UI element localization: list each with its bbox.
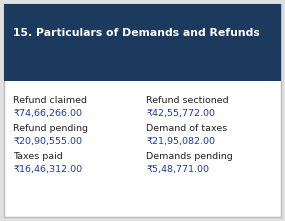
Text: ₹74,66,266.00: ₹74,66,266.00 [13,109,82,118]
Text: ₹21,95,082.00: ₹21,95,082.00 [146,137,215,146]
Text: 15. Particulars of Demands and Refunds: 15. Particulars of Demands and Refunds [13,28,260,38]
Text: ₹20,90,555.00: ₹20,90,555.00 [13,137,82,146]
Text: Taxes paid: Taxes paid [13,152,63,161]
Text: ₹42,55,772.00: ₹42,55,772.00 [146,109,215,118]
Text: Demands pending: Demands pending [146,152,233,161]
Text: Refund pending: Refund pending [13,124,88,133]
Text: Refund claimed: Refund claimed [13,96,87,105]
Text: ₹16,46,312.00: ₹16,46,312.00 [13,165,82,174]
Text: Refund sectioned: Refund sectioned [146,96,229,105]
Bar [4,4,281,81]
Text: ₹5,48,771.00: ₹5,48,771.00 [146,165,209,174]
Text: Demand of taxes: Demand of taxes [146,124,228,133]
